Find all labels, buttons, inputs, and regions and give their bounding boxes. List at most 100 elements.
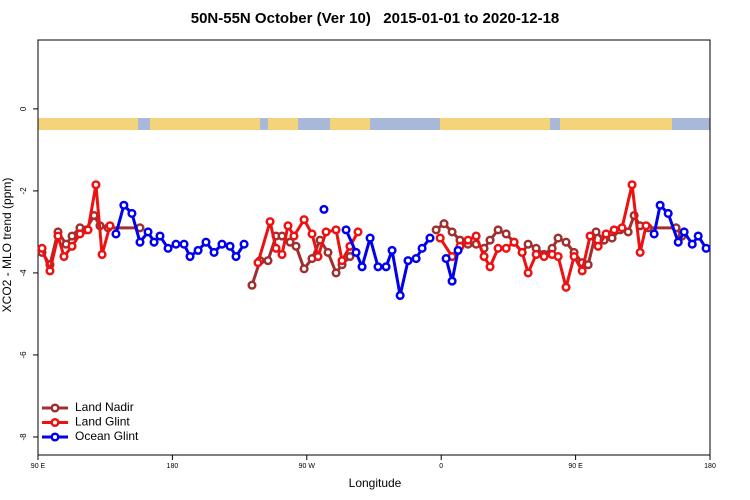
series-point — [321, 227, 331, 237]
series-point — [283, 221, 293, 231]
series-point — [623, 227, 633, 237]
series-point — [59, 251, 69, 262]
series-point — [471, 231, 481, 241]
x-tick-label: 0 — [439, 463, 443, 470]
land-band — [38, 118, 138, 130]
series-point — [307, 229, 317, 239]
series-point — [381, 262, 391, 272]
series-point — [585, 231, 595, 241]
series-point — [247, 280, 257, 290]
series-point — [75, 229, 85, 239]
series-point — [231, 251, 241, 262]
y-tick-label: -2 — [19, 187, 28, 195]
legend-label: Land Glint — [75, 415, 130, 429]
series-point — [493, 243, 503, 253]
series-point — [425, 233, 435, 243]
series-point — [617, 223, 627, 233]
land-band — [330, 118, 370, 130]
series-point — [127, 208, 137, 219]
series-point — [453, 245, 463, 255]
series-point — [299, 215, 309, 225]
series-point — [185, 251, 195, 262]
y-tick-label: -4 — [19, 269, 28, 277]
series-point — [531, 249, 541, 260]
series-point — [155, 231, 165, 241]
series-point — [179, 239, 189, 249]
series-point — [523, 239, 533, 249]
series-point — [105, 221, 115, 231]
x-axis-label: Longitude — [349, 476, 402, 490]
y-tick-label: -6 — [19, 351, 28, 359]
series-point — [493, 225, 503, 235]
x-tick-label: 180 — [167, 463, 179, 470]
series-point — [431, 225, 441, 235]
series-point — [239, 239, 249, 249]
series-point — [591, 227, 601, 237]
series-point — [331, 225, 341, 235]
series-point — [447, 276, 457, 286]
series-point — [627, 180, 637, 190]
series-point — [501, 229, 511, 239]
chart-title: 50N-55N October (Ver 10) 2015-01-01 to 2… — [191, 10, 560, 27]
series-point — [501, 243, 511, 253]
series-point — [135, 237, 145, 247]
series-point — [67, 231, 77, 241]
series-point — [143, 227, 153, 237]
series-point — [523, 268, 533, 278]
series-point — [365, 233, 375, 243]
series-line — [114, 203, 708, 297]
series-point — [553, 233, 563, 243]
series-point — [67, 241, 77, 251]
series-point — [53, 231, 63, 241]
series-point — [479, 251, 489, 262]
series-point — [149, 237, 159, 247]
series-point — [663, 208, 673, 219]
series-point — [299, 264, 309, 274]
series-point — [201, 237, 211, 247]
series-point — [337, 256, 347, 266]
land-band — [268, 118, 298, 130]
x-tick-label: 180 — [704, 463, 716, 470]
series-point — [679, 227, 689, 237]
series-point — [253, 258, 263, 268]
series-point — [693, 231, 703, 241]
series-point — [97, 249, 107, 260]
series-point — [411, 254, 421, 264]
series-point — [593, 241, 603, 251]
series-point — [83, 225, 93, 235]
series-point — [607, 233, 617, 243]
series-point — [163, 243, 173, 253]
series-point — [701, 243, 711, 253]
series-point — [441, 254, 451, 264]
series-point — [439, 219, 449, 229]
series-point — [655, 200, 665, 210]
series-point — [263, 256, 273, 266]
series-point — [583, 260, 593, 270]
series-point — [171, 239, 181, 249]
series-point — [387, 245, 397, 255]
land-ocean-strip — [38, 118, 710, 130]
series-point — [265, 217, 275, 227]
land-band — [560, 118, 672, 130]
x-tick-label: 90 E — [31, 463, 46, 470]
series-point — [673, 237, 683, 247]
series-point — [119, 200, 129, 210]
land-band — [440, 118, 550, 130]
series-point — [395, 290, 405, 301]
series-point — [111, 229, 121, 239]
series-point — [323, 247, 333, 257]
series-point — [319, 204, 329, 214]
series-point — [357, 262, 367, 272]
series-point — [509, 237, 519, 247]
series-point — [561, 282, 571, 292]
y-tick-label: 0 — [19, 106, 28, 111]
series-point — [45, 266, 55, 276]
series-point — [635, 247, 645, 257]
series-point — [485, 262, 495, 272]
series-point — [417, 243, 427, 253]
series-point — [447, 227, 457, 237]
series-point — [331, 268, 341, 278]
series-point — [435, 233, 445, 243]
series-point — [217, 239, 227, 249]
